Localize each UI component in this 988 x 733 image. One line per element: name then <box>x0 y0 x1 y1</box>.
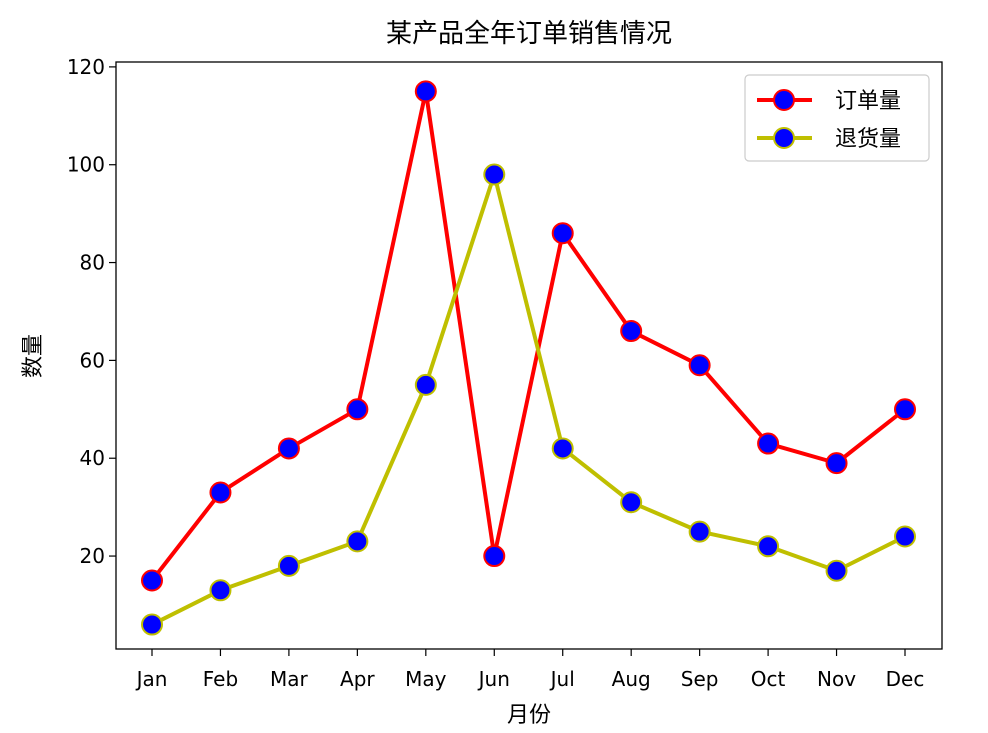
series-1-point <box>483 545 506 568</box>
x-tick-label: May <box>405 667 447 691</box>
series-1-point <box>757 432 780 455</box>
series-1-point <box>414 80 437 103</box>
y-tick-label: 40 <box>80 446 105 470</box>
y-tick-label: 100 <box>67 153 105 177</box>
x-tick-label: Aug <box>612 667 651 691</box>
series-line-2 <box>151 172 906 627</box>
plot-frame <box>115 61 943 650</box>
series-1-point <box>209 481 232 504</box>
series-2-point <box>277 554 300 577</box>
series-1-point <box>894 398 916 421</box>
legend-label: 退货量 <box>835 127 901 152</box>
series-2-point <box>346 530 369 553</box>
series-2-point <box>414 373 437 396</box>
series-2-point <box>209 579 232 602</box>
series-1-point <box>277 437 300 460</box>
legend-marker <box>773 89 795 111</box>
y-tick-label: 80 <box>80 251 105 275</box>
series-2-point <box>825 559 848 582</box>
x-tick-label: Jul <box>549 667 575 691</box>
x-axis-label: 月份 <box>507 703 551 728</box>
x-tick-label: Dec <box>886 667 925 691</box>
y-axis-label: 数量 <box>21 334 46 378</box>
series-2-point <box>757 535 780 558</box>
x-tick-label: Apr <box>340 667 375 691</box>
x-tick-label: Nov <box>817 667 856 691</box>
y-tick-label: 20 <box>80 544 105 568</box>
y-tick-label: 60 <box>80 348 105 372</box>
series-2-point <box>483 163 506 186</box>
series-2-point <box>688 520 711 543</box>
series-1-point <box>688 354 711 377</box>
x-tick-label: Feb <box>203 667 238 691</box>
axis-ticks: Jan Feb Mar Apr May Jun Jul Aug Sep Oct Nov Dec 20 40… <box>67 55 925 691</box>
series-1-point <box>346 398 369 421</box>
series-2-point <box>551 437 574 460</box>
plot-area <box>141 80 916 636</box>
x-tick-label: Jan <box>135 667 168 691</box>
series-1-point <box>551 222 574 245</box>
series-1-point <box>141 569 163 592</box>
x-tick-label: Jun <box>477 667 510 691</box>
series-1-point <box>620 320 643 343</box>
legend-label: 订单量 <box>835 89 901 114</box>
series-line-1 <box>150 89 907 582</box>
series-1-point <box>825 452 848 475</box>
x-tick-label: Oct <box>751 667 786 691</box>
series-2-point <box>141 613 163 636</box>
y-tick-label: 120 <box>67 55 105 79</box>
series-2-point <box>620 491 643 514</box>
series-2-point <box>894 525 916 548</box>
x-tick-label: Sep <box>681 667 719 691</box>
x-tick-label: Mar <box>270 667 309 691</box>
legend-marker <box>773 127 795 149</box>
chart-title: 某产品全年订单销售情况 <box>386 19 672 49</box>
